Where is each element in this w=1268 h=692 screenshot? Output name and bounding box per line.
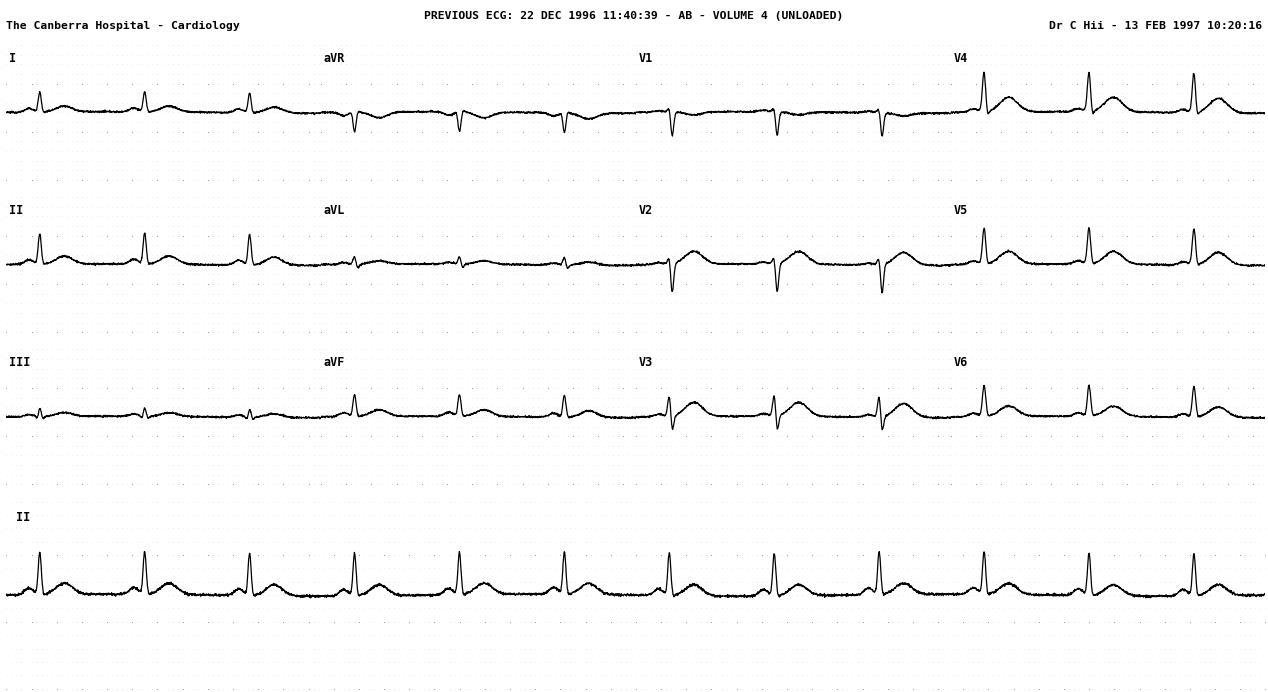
Text: Dr C Hii - 13 FEB 1997 10:20:16: Dr C Hii - 13 FEB 1997 10:20:16 xyxy=(1049,21,1262,30)
Text: V3: V3 xyxy=(638,356,653,370)
Text: V5: V5 xyxy=(954,204,967,217)
Text: I: I xyxy=(9,52,16,65)
Text: aVR: aVR xyxy=(323,52,345,65)
Text: aVF: aVF xyxy=(323,356,345,370)
Text: The Canberra Hospital - Cardiology: The Canberra Hospital - Cardiology xyxy=(6,21,240,30)
Text: III: III xyxy=(9,356,30,370)
Text: II: II xyxy=(9,204,23,217)
Text: V1: V1 xyxy=(638,52,653,65)
Text: V2: V2 xyxy=(638,204,653,217)
Text: V4: V4 xyxy=(954,52,967,65)
Text: PREVIOUS ECG: 22 DEC 1996 11:40:39 - AB - VOLUME 4 (UNLOADED): PREVIOUS ECG: 22 DEC 1996 11:40:39 - AB … xyxy=(425,11,843,21)
Text: V6: V6 xyxy=(954,356,967,370)
Text: aVL: aVL xyxy=(323,204,345,217)
Text: II: II xyxy=(16,511,30,524)
